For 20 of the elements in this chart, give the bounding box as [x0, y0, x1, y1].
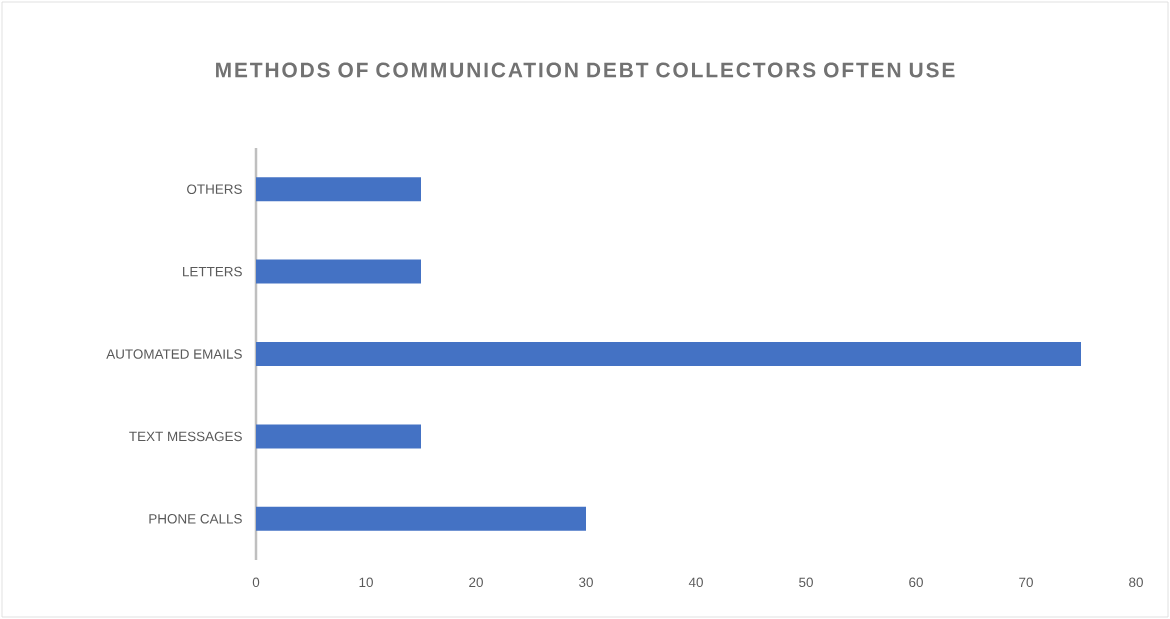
- bar: [256, 342, 1081, 366]
- x-tick-label: 50: [799, 577, 813, 588]
- y-tick-label: LETTERS: [183, 266, 242, 277]
- x-tick-label: 60: [909, 577, 923, 588]
- x-tick-label: 20: [469, 577, 483, 588]
- y-tick-label: PHONE CALLS: [149, 514, 242, 524]
- chart-title: METHODS OF COMMUNICATION DEBT COLLECTORS OFTEN USE: [216, 62, 955, 78]
- y-tick-label: OTHERS: [187, 184, 242, 194]
- bar: [256, 177, 421, 202]
- bar: [256, 259, 421, 284]
- x-tick-label: 40: [688, 577, 703, 588]
- x-tick-label: 70: [1019, 577, 1033, 588]
- bar: [256, 424, 421, 449]
- x-tick-label: 30: [579, 577, 593, 588]
- x-tick-label: 80: [1129, 577, 1143, 588]
- y-tick-label: AUTOMATED EMAILS: [106, 349, 242, 359]
- x-tick-label: 0: [252, 577, 260, 588]
- y-tick-label: TEXT MESSAGES: [129, 431, 242, 442]
- x-tick-label: 10: [359, 577, 373, 588]
- bar: [256, 506, 586, 531]
